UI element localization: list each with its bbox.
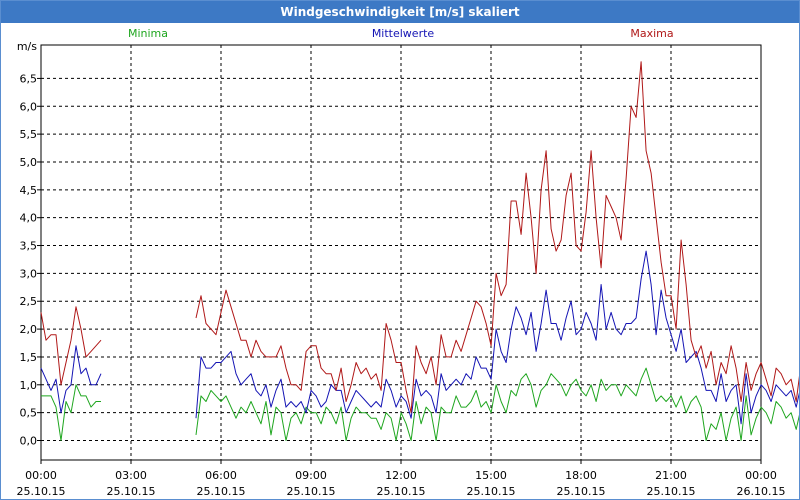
series-line-mittelwerte	[40, 250, 799, 425]
series-line-maxima	[40, 61, 799, 414]
x-tick-time-label: 09:00	[295, 469, 327, 482]
x-tick-date-label: 25.10.15	[197, 485, 246, 498]
series-lines	[40, 61, 799, 441]
grid	[41, 45, 761, 460]
y-tick-label: 3,0	[20, 267, 38, 280]
y-tick-label: 3,5	[20, 240, 38, 253]
y-tick-label: 1,5	[20, 351, 38, 364]
x-tick-time-label: 00:00	[25, 469, 57, 482]
x-tick-time-label: 15:00	[475, 469, 507, 482]
x-tick-date-label: 26.10.15	[737, 485, 786, 498]
y-tick-label: 6,0	[20, 100, 38, 113]
y-tick-label: 4,0	[20, 212, 38, 225]
x-tick-date-label: 25.10.15	[467, 485, 516, 498]
x-tick-date-label: 25.10.15	[557, 485, 606, 498]
y-tick-label: 1,0	[20, 379, 38, 392]
y-tick-label: 0,0	[20, 435, 38, 448]
x-tick-date-label: 25.10.15	[107, 485, 156, 498]
y-tick-label: 5,0	[20, 156, 38, 169]
y-tick-label: 4,5	[20, 184, 38, 197]
y-axis-label: m/s	[17, 40, 37, 53]
x-tick-time-label: 03:00	[115, 469, 147, 482]
x-tick-time-label: 06:00	[205, 469, 237, 482]
plot-frame	[40, 44, 762, 461]
y-tick-label: 2,0	[20, 323, 38, 336]
x-tick-date-label: 25.10.15	[377, 485, 426, 498]
x-tick-date-label: 25.10.15	[647, 485, 696, 498]
axes: 0,0 0,5 1,0 1,5 2,0 2,5 3,0 3,5 4,0 4,5 5,0 5,5 6,0 6…	[17, 40, 786, 498]
x-tick-time-label: 18:00	[565, 469, 597, 482]
x-tick-date-label: 25.10.15	[17, 485, 66, 498]
y-tick-label: 5,5	[20, 128, 38, 141]
wind-speed-chart: 0,0 0,5 1,0 1,5 2,0 2,5 3,0 3,5 4,0 4,5 5,0 5,5 6,0 6…	[17, 27, 799, 498]
legend-entry-mittelwerte: Mittelwerte	[372, 27, 435, 40]
x-tick-time-label: 12:00	[385, 469, 417, 482]
x-tick-date-label: 25.10.15	[287, 485, 336, 498]
x-tick-time-label: 00:00	[745, 469, 777, 482]
series-line-minima	[41, 367, 799, 441]
legend: Minima Mittelwerte Maxima	[128, 27, 674, 40]
y-tick-label: 2,5	[20, 295, 38, 308]
legend-entry-maxima: Maxima	[630, 27, 673, 40]
window-title: Windgeschwindigkeit [m/s] skaliert	[1, 1, 799, 23]
x-tick-time-label: 21:00	[655, 469, 687, 482]
y-tick-label: 6,5	[20, 72, 38, 85]
y-tick-label: 0,5	[20, 407, 38, 420]
legend-entry-minima: Minima	[128, 27, 168, 40]
